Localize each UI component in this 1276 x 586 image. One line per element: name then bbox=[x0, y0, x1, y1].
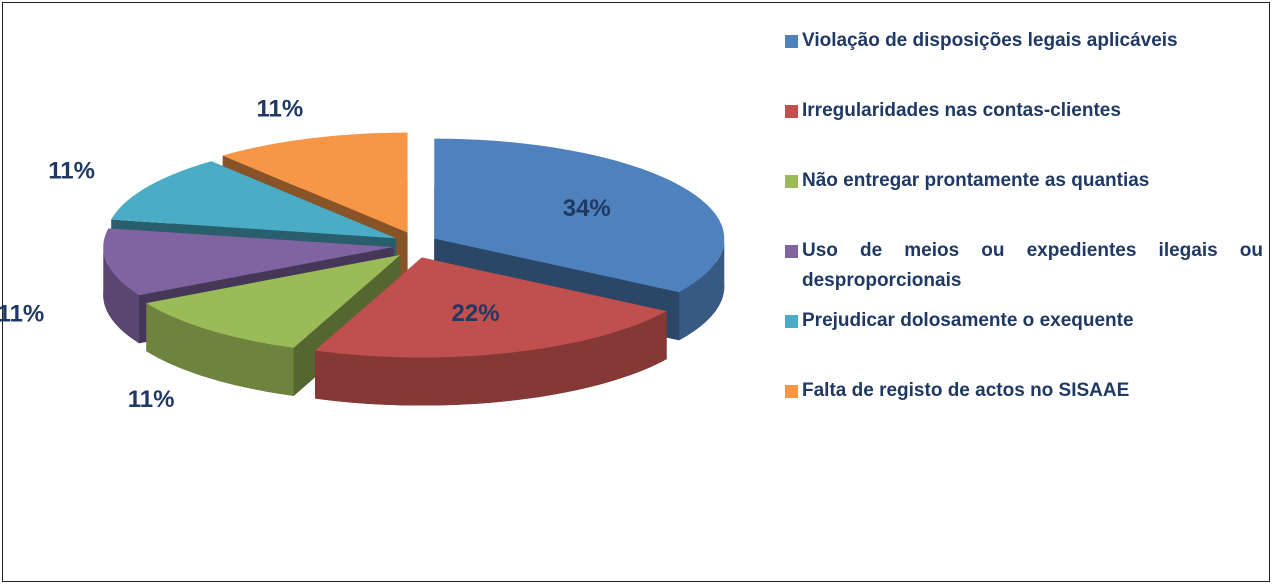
legend-item: Não entregar prontamente as quantias bbox=[785, 170, 1263, 240]
legend-label: Prejudicar dolosamente o exequente bbox=[802, 310, 1134, 331]
legend-label: Violação de disposições legais aplicávei… bbox=[802, 30, 1178, 51]
data-label: 11% bbox=[0, 301, 44, 328]
legend-swatch bbox=[785, 245, 798, 258]
slice bbox=[222, 132, 408, 233]
data-label: 11% bbox=[256, 96, 303, 123]
legend-swatch bbox=[785, 315, 798, 328]
legend-label: Irregularidades nas contas-clientes bbox=[802, 100, 1121, 121]
legend-label: Não entregar prontamente as quantias bbox=[802, 170, 1150, 191]
legend-label: Uso de meios ou expedientes ilegais ou d… bbox=[802, 240, 1263, 291]
legend-label: Falta de registo de actos no SISAAE bbox=[802, 380, 1130, 401]
slice-side bbox=[146, 303, 294, 396]
legend-swatch bbox=[785, 385, 798, 398]
legend-item: Uso de meios ou expedientes ilegais ou d… bbox=[785, 240, 1263, 310]
legend-item: Irregularidades nas contas-clientes bbox=[785, 100, 1263, 170]
legend-swatch bbox=[785, 175, 798, 188]
slice-side bbox=[315, 311, 667, 406]
legend-swatch bbox=[785, 105, 798, 118]
legend: Violação de disposições legais aplicávei… bbox=[785, 30, 1263, 450]
slice bbox=[146, 254, 401, 348]
legend-item: Falta de registo de actos no SISAAE bbox=[785, 380, 1263, 450]
slice bbox=[103, 228, 394, 296]
data-label: 34% bbox=[563, 195, 611, 222]
slice bbox=[111, 161, 397, 239]
data-label: 11% bbox=[48, 157, 95, 184]
slice-side bbox=[103, 247, 140, 344]
slice-side bbox=[679, 238, 725, 341]
slice bbox=[315, 257, 667, 358]
data-label: 11% bbox=[128, 386, 175, 413]
legend-item: Violação de disposições legais aplicávei… bbox=[785, 30, 1263, 100]
legend-swatch bbox=[785, 35, 798, 48]
slice bbox=[434, 138, 725, 293]
data-label: 22% bbox=[452, 300, 500, 327]
legend-item: Prejudicar dolosamente o exequente bbox=[785, 310, 1263, 380]
